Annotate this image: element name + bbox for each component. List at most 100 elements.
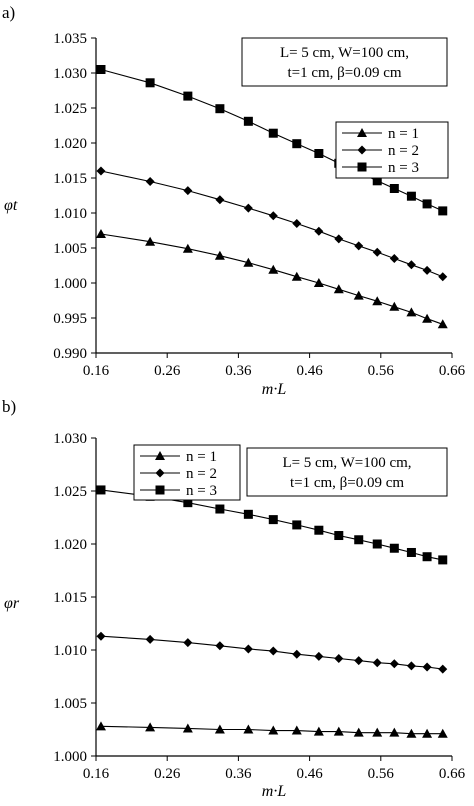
parameter-text: L= 5 cm, W=100 cm, xyxy=(282,455,411,471)
data-point xyxy=(438,272,448,282)
data-point xyxy=(95,229,106,238)
data-point xyxy=(214,724,225,734)
data-point xyxy=(406,191,416,201)
series-1 xyxy=(95,229,448,329)
data-point xyxy=(389,254,399,263)
data-point xyxy=(422,265,432,275)
legend-marker xyxy=(155,468,165,478)
data-point xyxy=(314,226,324,236)
y-tick-label: 1.005 xyxy=(53,241,87,257)
data-point xyxy=(268,515,278,525)
x-tick-label: 0.66 xyxy=(439,766,466,782)
y-tick-label: 0.990 xyxy=(53,346,87,362)
x-tick-label: 0.46 xyxy=(296,766,323,782)
data-point xyxy=(422,662,432,672)
data-point xyxy=(182,723,193,733)
legend-marker xyxy=(357,162,367,172)
data-point xyxy=(243,644,253,654)
data-point xyxy=(438,206,448,216)
data-point xyxy=(243,724,254,734)
series-1 xyxy=(95,721,448,738)
data-point xyxy=(406,307,417,317)
data-point xyxy=(334,653,344,663)
data-point xyxy=(96,65,106,74)
y-axis-title: φt xyxy=(4,197,18,214)
x-tick-label: 0.26 xyxy=(154,363,181,379)
data-point xyxy=(268,646,278,656)
y-tick-label: 1.010 xyxy=(53,643,87,659)
data-point xyxy=(334,234,344,244)
series-2 xyxy=(96,166,448,282)
data-point xyxy=(372,658,382,668)
data-point xyxy=(389,301,400,311)
legend-label: n = 3 xyxy=(186,483,217,499)
x-axis-title: m·L xyxy=(262,783,287,800)
data-point xyxy=(372,176,382,186)
data-point xyxy=(96,485,106,495)
data-point xyxy=(437,728,448,738)
x-tick-label: 0.16 xyxy=(83,363,110,379)
data-point xyxy=(145,236,156,246)
data-point xyxy=(292,219,302,228)
data-point xyxy=(333,726,344,736)
data-point xyxy=(268,211,278,221)
data-point xyxy=(268,725,279,735)
data-point xyxy=(313,278,324,287)
y-tick-label: 1.030 xyxy=(53,431,87,447)
data-point xyxy=(268,128,278,138)
y-tick-label: 1.020 xyxy=(53,537,87,553)
data-point xyxy=(243,509,253,519)
data-point xyxy=(145,722,156,732)
data-point xyxy=(438,555,448,565)
data-point xyxy=(372,727,383,737)
chart-panel-b: b) 1.000 1.005 1.010 1.015 1.020 1.025 1.030 0.1… xyxy=(2,397,466,800)
series-3 xyxy=(96,485,448,565)
data-point xyxy=(406,260,416,270)
data-point xyxy=(145,78,155,88)
data-point xyxy=(372,247,382,257)
data-point xyxy=(215,195,225,205)
data-point xyxy=(243,116,253,126)
data-point xyxy=(292,649,302,659)
x-tick-label: 0.46 xyxy=(296,363,323,379)
y-axis-title: φr xyxy=(4,595,20,612)
data-point xyxy=(291,271,302,281)
legend-label: n = 2 xyxy=(388,143,419,159)
data-point xyxy=(96,166,106,176)
data-point xyxy=(422,728,433,738)
data-point xyxy=(438,664,448,674)
data-point xyxy=(354,535,364,545)
data-point xyxy=(215,104,225,114)
data-point xyxy=(145,177,155,186)
data-point xyxy=(389,727,400,737)
data-point xyxy=(389,543,399,553)
data-point xyxy=(353,727,364,737)
data-point xyxy=(422,199,432,209)
data-point xyxy=(243,257,254,267)
legend-label: n = 1 xyxy=(186,449,217,465)
data-point xyxy=(292,520,302,530)
x-tick-label: 0.56 xyxy=(368,363,395,379)
data-point xyxy=(389,184,399,193)
parameter-text: L= 5 cm, W=100 cm, xyxy=(280,45,409,61)
x-axis-title: m·L xyxy=(262,381,287,398)
data-point xyxy=(333,284,344,294)
legend-marker xyxy=(155,485,165,495)
y-tick-label: 1.010 xyxy=(53,206,87,222)
data-point xyxy=(406,728,417,738)
panel-label: b) xyxy=(2,397,16,416)
data-point xyxy=(183,638,193,648)
y-tick-label: 1.000 xyxy=(53,749,87,765)
y-tick-label: 1.005 xyxy=(53,696,87,712)
panel-label: a) xyxy=(2,3,15,22)
chart-panel-a: a) 0.990 0.995 1.000 1.005 1.010 1.015 1.020 1.0… xyxy=(2,3,466,398)
data-point xyxy=(313,726,324,736)
data-point xyxy=(437,319,448,329)
data-point xyxy=(353,290,364,300)
x-tick-label: 0.66 xyxy=(439,363,466,379)
legend-marker xyxy=(155,451,165,460)
data-point xyxy=(291,725,302,735)
data-point xyxy=(268,264,279,274)
parameter-text: t=1 cm, β=0.09 cm xyxy=(290,475,404,491)
